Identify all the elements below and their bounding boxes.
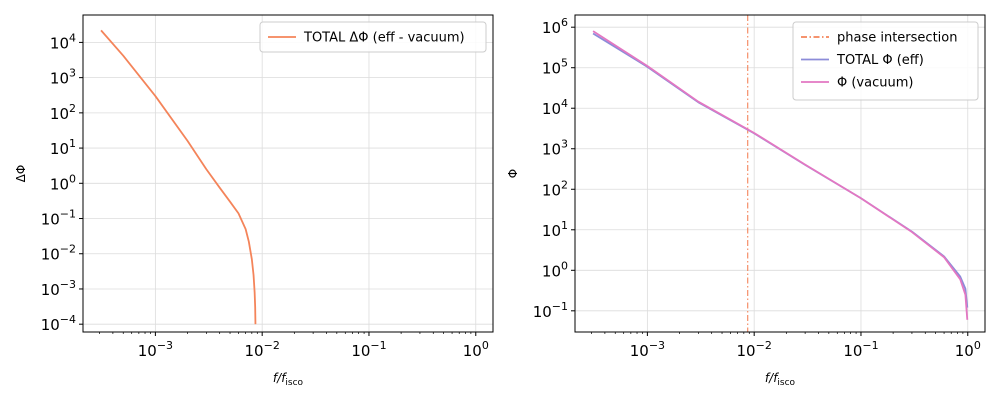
x-axis: 10−3 10−2 10−1 100 [99, 332, 489, 360]
y-tick-label: 101 [542, 219, 568, 240]
legend-label: phase intersection [837, 31, 957, 46]
x-tick-label: 100 [955, 339, 981, 360]
y-axis-label: ΔΦ [14, 165, 28, 183]
x-tick-label: 10−2 [245, 339, 280, 360]
legend-box [259, 21, 487, 53]
y-tick-label: 10−2 [41, 243, 76, 264]
y-axis: 10−1 100 101 102 103 104 105 106 [533, 16, 575, 321]
x-tick-label: 10−2 [737, 339, 772, 360]
legend: TOTAL ΔΦ (eff - vacuum) [259, 21, 487, 53]
y-tick-label: 104 [50, 31, 76, 52]
x-axis-label: f/fisco [273, 371, 304, 388]
x-axis-label: f/fisco [765, 371, 796, 388]
series-line-2 [592, 30, 969, 320]
legend-label: Φ (vacuum) [837, 76, 913, 91]
y-tick-label: 106 [542, 16, 568, 37]
series-line-1 [100, 29, 257, 325]
y-tick-label: 100 [542, 259, 568, 280]
grid [83, 15, 493, 332]
x-axis: 10−3 10−2 10−1 100 [591, 332, 981, 360]
y-tick-label: 100 [50, 172, 76, 193]
y-axis-label: Φ [506, 169, 520, 178]
y-tick-label: 105 [542, 57, 568, 78]
x-tick-label: 10−1 [351, 339, 386, 360]
x-tick-label: 10−1 [843, 339, 878, 360]
plot-frame [574, 14, 986, 333]
y-tick-label: 103 [542, 138, 568, 159]
y-tick-label: 103 [50, 67, 76, 88]
chart-panel-1: 10−3 10−2 10−1 100 10−4 10−3 10−2 10−1 100 101 102… [14, 14, 494, 388]
y-tick-label: 10−3 [41, 278, 76, 299]
legend-label: TOTAL Φ (eff) [836, 53, 924, 68]
y-tick-label: 10−1 [533, 300, 568, 321]
y-tick-label: 101 [50, 137, 76, 158]
legend-box [792, 21, 979, 101]
y-tick-label: 104 [542, 97, 568, 118]
x-tick-label: 10−3 [138, 339, 173, 360]
plot-frame [82, 14, 494, 333]
chart-panel-2: 10−3 10−2 10−1 100 10−1 100 101 102 103 104 105 106… [506, 14, 986, 388]
y-axis: 10−4 10−3 10−2 10−1 100 101 102 103 104 [41, 31, 83, 334]
y-tick-label: 10−4 [41, 313, 76, 334]
y-tick-label: 102 [542, 178, 568, 199]
x-tick-label: 100 [463, 339, 489, 360]
x-tick-label: 10−3 [630, 339, 665, 360]
legend-label: TOTAL ΔΦ (eff - vacuum) [303, 31, 465, 46]
y-tick-label: 10−1 [41, 208, 76, 229]
legend: phase intersection TOTAL Φ (eff) Φ (vacuum… [792, 21, 979, 101]
y-tick-label: 102 [50, 102, 76, 123]
